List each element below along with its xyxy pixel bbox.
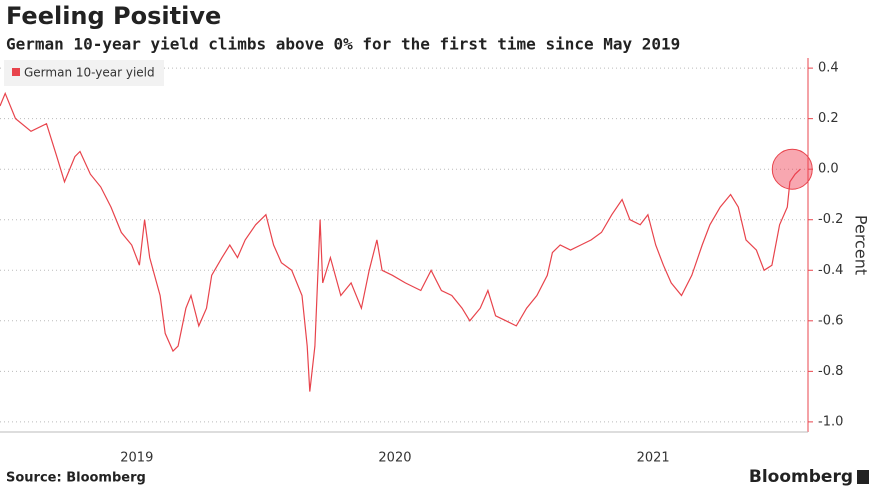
y-tick-label: -0.2 [818, 212, 843, 227]
brand-icon [857, 470, 869, 484]
highlight-circle [771, 148, 813, 190]
y-tick-label: 0.4 [818, 61, 839, 76]
y-tick-label: 0.0 [818, 162, 839, 177]
legend-swatch [12, 68, 20, 76]
legend-box [4, 60, 164, 86]
y-axis-label: Percent [852, 215, 871, 275]
chart-subtitle: German 10-year yield climbs above 0% for… [6, 35, 680, 54]
y-tick-label: 0.2 [818, 111, 839, 126]
x-tick-label: 2019 [120, 451, 153, 466]
x-tick-label: 2021 [637, 451, 670, 466]
chart-title: Feeling Positive [6, 2, 221, 30]
brand: Bloomberg [749, 467, 853, 487]
legend-label: German 10-year yield [24, 66, 155, 80]
x-tick-label: 2020 [378, 451, 411, 466]
y-tick-label: -0.8 [818, 364, 843, 379]
source: Source: Bloomberg [6, 471, 146, 486]
line [0, 91, 801, 392]
y-tick-label: -0.4 [818, 263, 843, 278]
y-tick-label: -1.0 [818, 414, 843, 429]
y-tick-label: -0.6 [818, 313, 843, 328]
